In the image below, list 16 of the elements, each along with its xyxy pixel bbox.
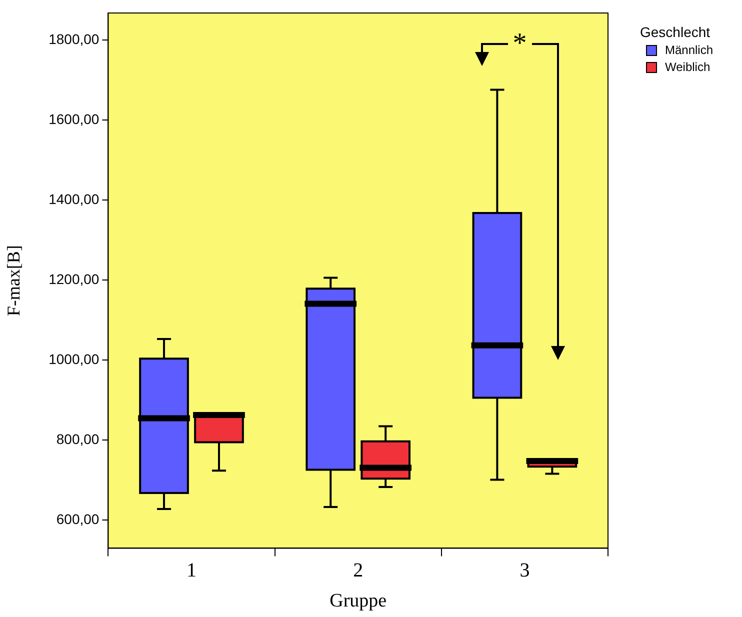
x-tick-label: 3 <box>520 559 530 582</box>
y-tick-label: 600,00 <box>56 511 100 528</box>
y-tick-label: 1000,00 <box>48 351 100 368</box>
x-axis-title: Gruppe <box>330 590 387 612</box>
legend-title: Geschlecht <box>640 24 712 40</box>
legend-label: Weiblich <box>665 60 710 74</box>
y-tick-label: 1200,00 <box>48 271 100 288</box>
x-tick-label: 1 <box>186 559 197 582</box>
y-tick-label: 1400,00 <box>48 191 100 208</box>
y-tick-label: 1600,00 <box>48 111 100 128</box>
y-tick-label: 1800,00 <box>48 31 100 48</box>
y-tick-label: 800,00 <box>56 431 100 448</box>
y-axis-title: F-max[B] <box>4 245 24 316</box>
legend-label: Männlich <box>665 43 714 57</box>
x-tick-label: 2 <box>353 559 364 582</box>
annotation: * <box>512 28 528 60</box>
